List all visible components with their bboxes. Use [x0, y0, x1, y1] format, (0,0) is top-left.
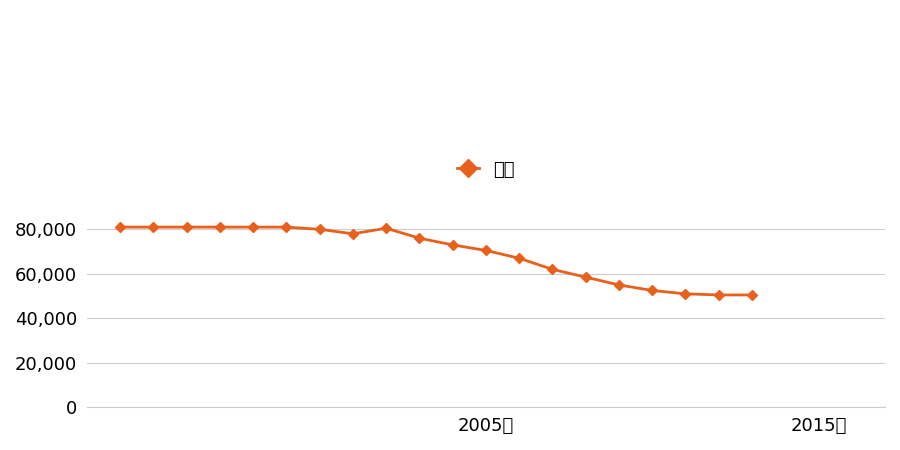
価格 [181, 225, 192, 230]
価格 [381, 225, 392, 231]
価格 [248, 225, 258, 230]
価格 [214, 225, 225, 230]
価格 [281, 225, 292, 230]
価格 [414, 235, 425, 241]
Line: 価格: 価格 [117, 224, 755, 298]
価格 [580, 274, 591, 280]
価格 [314, 227, 325, 232]
Legend: 価格: 価格 [450, 154, 522, 187]
価格 [614, 282, 625, 288]
価格 [148, 225, 159, 230]
価格 [347, 231, 358, 237]
価格 [714, 292, 724, 297]
価格 [547, 267, 558, 272]
価格 [680, 291, 691, 297]
価格 [647, 288, 658, 293]
価格 [115, 225, 126, 230]
価格 [447, 242, 458, 248]
価格 [481, 248, 491, 253]
価格 [514, 256, 525, 261]
価格 [747, 292, 758, 297]
